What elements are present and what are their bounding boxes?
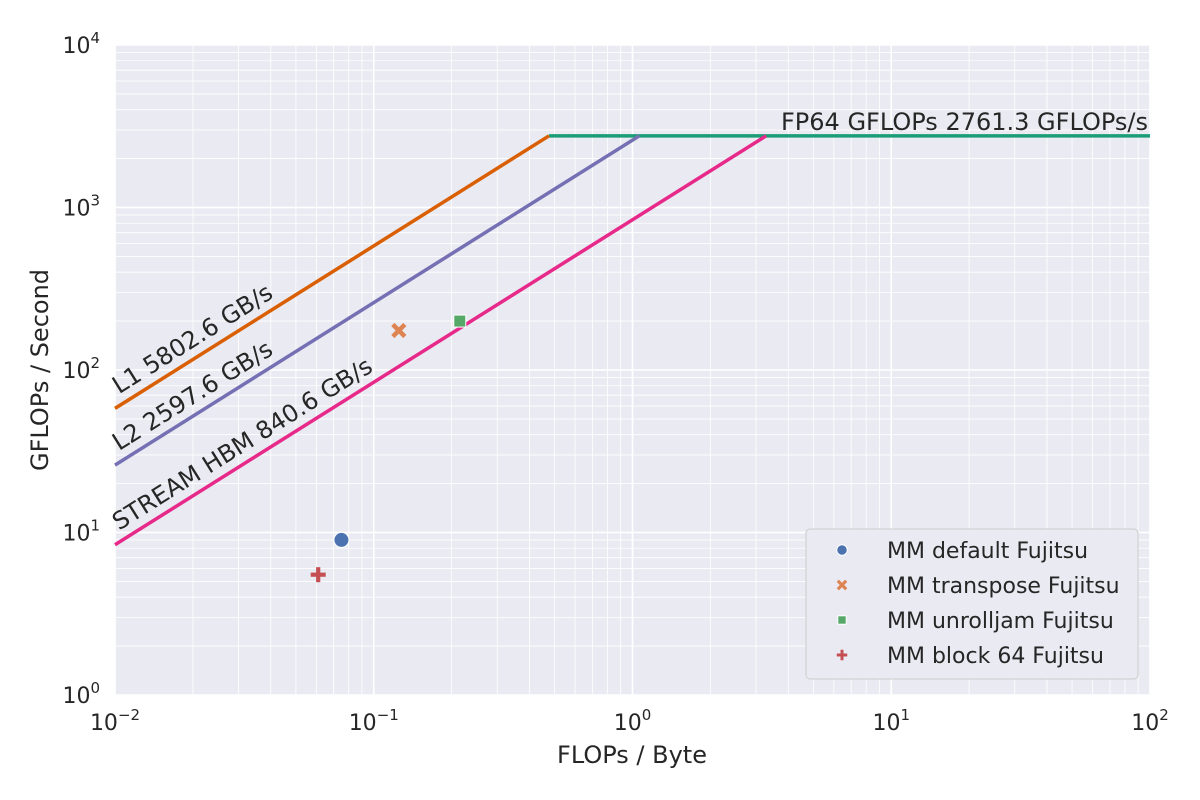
data-point xyxy=(391,322,407,339)
legend-marker xyxy=(836,544,848,556)
legend-marker-stroke xyxy=(836,579,848,591)
tick-labels: 10−2 10−1 100 101 102 100 101 102 103 104 xyxy=(62,29,1168,736)
legend-box xyxy=(805,528,1139,680)
y-tick-label: 103 xyxy=(62,192,100,222)
compute-roof-label: FP64 GFLOPs 2761.3 GFLOPs/s xyxy=(781,108,1148,136)
y-tick-label: 104 xyxy=(62,29,100,59)
data-point xyxy=(453,314,467,328)
x-tick-label: 101 xyxy=(872,706,910,736)
data-points xyxy=(310,314,467,583)
legend-label: MM unrolljam Fujitsu xyxy=(887,609,1114,634)
legend-label: MM transpose Fujitsu xyxy=(887,574,1120,599)
bandwidth-roof-line xyxy=(114,134,768,547)
data-point xyxy=(333,531,350,548)
x-axis-title: FLOPs / Byte xyxy=(557,741,707,769)
legend: MM default Fujitsu MM transpose Fujitsu MM… xyxy=(805,528,1139,680)
bandwidth-roof-line xyxy=(114,134,641,467)
x-tick-label: 10−1 xyxy=(349,706,399,736)
legend-marker xyxy=(837,615,847,625)
y-tick-label: 101 xyxy=(62,517,100,547)
y-axis-title: GFLOPs / Second xyxy=(26,269,54,471)
legend-marker xyxy=(836,649,848,661)
data-point xyxy=(310,567,326,583)
legend-label: MM default Fujitsu xyxy=(887,539,1088,564)
x-tick-label: 10−2 xyxy=(90,706,140,736)
legend-marker xyxy=(836,579,848,591)
y-tick-label: 100 xyxy=(62,679,100,709)
x-tick-label: 102 xyxy=(1131,706,1169,736)
data-point-stroke xyxy=(391,322,407,339)
legend-label: MM block 64 Fujitsu xyxy=(887,644,1104,669)
bandwidth-roof-line xyxy=(114,134,550,410)
y-tick-label: 102 xyxy=(62,354,100,384)
x-tick-label: 100 xyxy=(614,706,652,736)
